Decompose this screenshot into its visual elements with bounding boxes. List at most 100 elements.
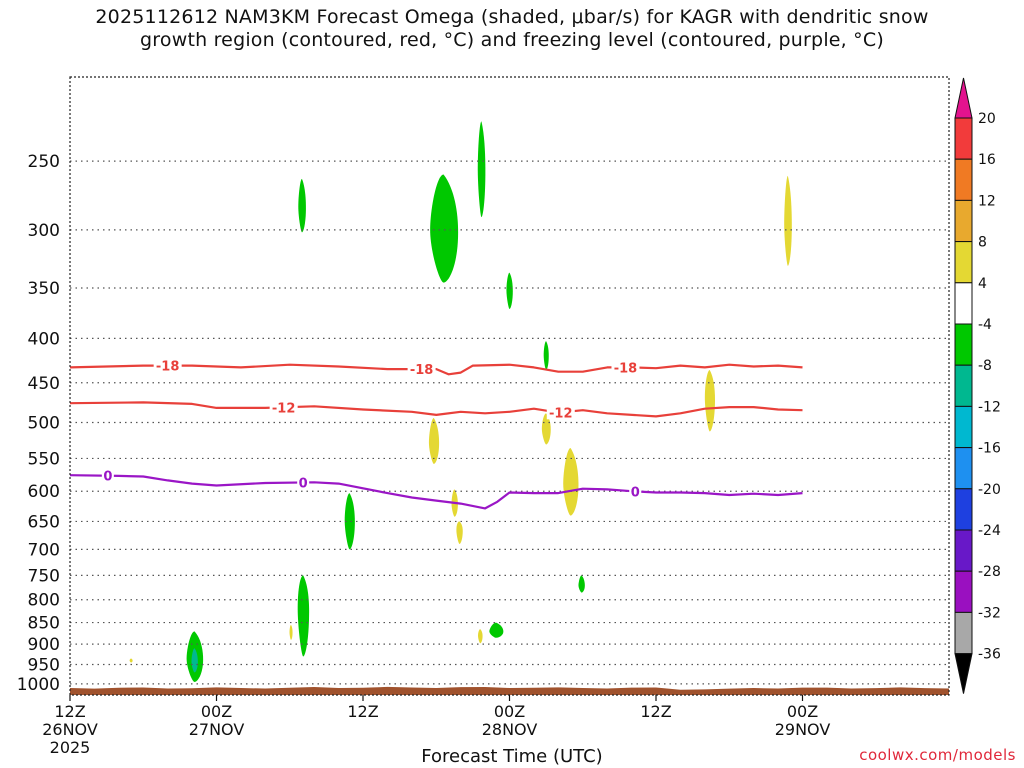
omega-blob-4 [506, 272, 513, 309]
colorbar-segment-13 [954, 611, 973, 655]
colorbar-label-12: -28 [978, 564, 1001, 580]
colorbar-label-5: 4 [978, 276, 987, 292]
freezing-level-label-1: 0 [103, 470, 112, 485]
freezing-level-label-bg-2 [297, 475, 310, 490]
colorbar-segment-9 [954, 447, 973, 490]
omega-blob-7 [297, 575, 310, 657]
omega-blob-15 [541, 413, 551, 445]
y-tick-label-400: 400 [28, 329, 60, 349]
omega-shading-layer [129, 121, 792, 682]
x-tick-label-1-1: 12Z [54, 702, 85, 721]
freezing-level-label-3: 0 [631, 485, 640, 500]
freezing-level-line [70, 474, 803, 510]
dgz-minus18-label-1: -18 [156, 360, 180, 375]
x-tick-label-5-1: 12Z [640, 702, 671, 721]
colorbar-segment-4 [954, 241, 973, 284]
y-tick-label-800: 800 [28, 591, 60, 611]
colorbar-label-2: 16 [978, 152, 996, 168]
dgz-minus18-label-3: -18 [614, 361, 638, 376]
colorbar-label-7: -8 [978, 358, 992, 374]
chart-title: 2025112612 NAM3KM Forecast Omega (shaded… [0, 6, 1024, 52]
colorbar-segment-1 [954, 117, 973, 160]
x-tick-label-4-1: 00Z [494, 702, 525, 721]
dgz-minus18-line [70, 363, 803, 376]
dgz-minus12-label-1: -12 [272, 401, 296, 416]
omega-blob-5 [543, 341, 549, 370]
colorbar-segment-10 [954, 488, 973, 531]
colorbar-segment-3 [954, 199, 973, 243]
colorbar-label-4: 8 [978, 235, 987, 251]
chart-title-line2: growth region (contoured, red, °C) and f… [140, 29, 884, 51]
dgz-minus12-label-bg-2 [546, 405, 575, 420]
y-tick-label-450: 450 [28, 374, 60, 394]
omega-blob-14 [428, 417, 440, 464]
colorbar-segment-7 [954, 364, 973, 407]
axes-layer: 2503003504004505005506006507007508008509… [17, 76, 950, 757]
colorbar-segment-12 [954, 570, 973, 613]
x-tick-label-3-1: 12Z [347, 702, 378, 721]
y-tick-label-300: 300 [28, 221, 60, 241]
omega-blob-8 [578, 575, 585, 593]
colorbar: 20 16 12 8 4 -4 -8 -12 -16 -20 -24 -28 -32 -36 [954, 77, 1001, 694]
omega-blob-9 [489, 622, 504, 638]
dgz-minus12-label-bg-1 [269, 400, 298, 415]
freezing-level-label-2: 0 [299, 476, 308, 491]
dgz-minus18-label-2: -18 [410, 363, 434, 378]
y-tick-label-700: 700 [28, 540, 60, 560]
x-tick-label-6-2: 29NOV [775, 720, 831, 739]
x-tick-label-1-2: 26NOV [42, 720, 98, 739]
terrain-layer [70, 686, 949, 695]
omega-blob-19 [289, 624, 293, 640]
dgz-minus18-label-bg-1 [153, 358, 182, 373]
colorbar-label-1: 20 [978, 111, 996, 127]
x-tick-label-1-3: 2025 [50, 738, 91, 757]
y-tick-label-500: 500 [28, 413, 60, 433]
dgz-minus18-label-bg-3 [611, 360, 640, 375]
terrain-ground [70, 686, 949, 695]
freezing-level-label-bg-1 [101, 468, 114, 483]
colorbar-segment-2 [954, 158, 973, 201]
colorbar-segment-6 [954, 323, 973, 366]
x-tick-label-2-2: 27NOV [189, 720, 245, 739]
grid-lines [70, 160, 949, 685]
plot-frame [69, 76, 950, 696]
dgz-minus18-label-bg-2 [407, 362, 436, 377]
y-tick-label-950: 950 [28, 656, 60, 676]
x-tick-label-2-1: 00Z [201, 702, 232, 721]
colorbar-label-6: -4 [978, 317, 992, 333]
credit-text: coolwx.com/models [859, 746, 1016, 764]
colorbar-top-arrow [954, 77, 973, 119]
y-tick-label-250: 250 [28, 152, 60, 172]
contour-layer: -18 -18 -18 -12 -12 0 0 0 [70, 358, 803, 510]
colorbar-bottom-arrow [954, 653, 973, 694]
colorbar-segment-5 [954, 282, 973, 325]
omega-blob-6 [344, 493, 355, 550]
omega-blob-3 [477, 121, 486, 218]
omega-blob-1 [298, 178, 306, 233]
omega-blob-21 [129, 658, 133, 663]
omega-blob-13 [704, 369, 716, 432]
colorbar-label-11: -24 [978, 523, 1001, 539]
dgz-minus12-line [70, 401, 803, 418]
colorbar-segment-11 [954, 529, 973, 572]
dgz-minus12-label-2: -12 [549, 406, 573, 421]
chart-title-line1: 2025112612 NAM3KM Forecast Omega (shaded… [95, 6, 929, 28]
omega-blob-20 [478, 629, 483, 644]
colorbar-label-3: 12 [978, 193, 996, 209]
x-axis-title: Forecast Time (UTC) [421, 746, 603, 767]
colorbar-label-14: -36 [978, 647, 1001, 663]
omega-blob-12 [784, 175, 792, 266]
y-tick-label-900: 900 [28, 635, 60, 655]
omega-blob-16 [563, 448, 579, 516]
y-tick-label-600: 600 [28, 482, 60, 502]
y-tick-label-650: 650 [28, 512, 60, 532]
y-tick-label-550: 550 [28, 449, 60, 469]
x-tick-label-6-1: 00Z [787, 702, 818, 721]
colorbar-label-8: -12 [978, 399, 1001, 415]
omega-blob-2 [430, 174, 459, 283]
y-tick-label-850: 850 [28, 614, 60, 634]
freezing-level-label-bg-3 [629, 484, 642, 499]
colorbar-segment-8 [954, 405, 973, 449]
y-tick-label-350: 350 [28, 279, 60, 299]
